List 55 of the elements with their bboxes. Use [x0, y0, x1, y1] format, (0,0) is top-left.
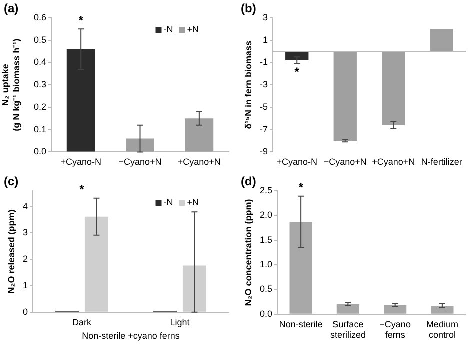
- y-tick-label: 0.5: [34, 34, 47, 45]
- y-tick-label: 2: [22, 254, 28, 264]
- y-tick-label: -5: [260, 102, 268, 112]
- x-tick-label: −Cyano ferns: [380, 319, 411, 340]
- chart-title: (c): [4, 174, 19, 188]
- legend-label: +N: [187, 197, 200, 208]
- x-tick-label: +Cyano-N: [276, 157, 318, 168]
- y-tick-label: 0.1: [34, 124, 47, 134]
- x-tick-label: −Cyano+N: [118, 157, 162, 168]
- y-axis-title: N₂O concentration (ppm): [243, 199, 254, 306]
- chart-title: (d): [241, 174, 256, 188]
- y-tick-label: 2.5: [260, 185, 273, 196]
- x-tick-label: Dark: [72, 317, 92, 328]
- annotation: *: [80, 182, 85, 197]
- y-tick-label: 2.0: [260, 210, 273, 220]
- x-tick-label: +Cyano+N: [372, 157, 416, 168]
- y-tick-label: 0.6: [34, 12, 47, 22]
- x-tick-label: Surface sterilized: [330, 319, 366, 340]
- y-axis-title: N₂O released (ppm): [6, 210, 16, 294]
- y-axis-title: N₂ uptake (g N kg⁻¹ biomass h⁻¹): [0, 38, 22, 132]
- y-tick-label: -7: [260, 124, 268, 134]
- y-tick-label: 3: [22, 228, 28, 238]
- y-tick-label: 1.0: [260, 260, 273, 270]
- y-tick-label: 1.5: [260, 234, 273, 245]
- legend-label: -N: [164, 197, 174, 208]
- y-tick-label: 0.3: [34, 80, 47, 90]
- annotation: *: [78, 13, 84, 28]
- x-tick-label: +Cyano+N: [178, 157, 221, 168]
- y-tick-label: 4: [22, 201, 28, 212]
- x-tick-label: N-fertilizer: [421, 157, 462, 168]
- y-tick-label: -9: [260, 146, 268, 157]
- chart-title: (a): [4, 1, 19, 16]
- y-tick-label: 0.2: [34, 102, 47, 112]
- legend-label: -N: [164, 24, 174, 34]
- x-axis-title: Non-sterile +cyano ferns: [82, 331, 180, 342]
- y-tick-label: 1: [22, 280, 28, 290]
- legend-label: +N: [187, 24, 200, 34]
- x-tick-label: Medium control: [426, 319, 458, 340]
- x-tick-label: Light: [170, 317, 190, 328]
- y-tick-label: -3: [260, 80, 268, 90]
- y-axis-title: δ¹⁵N in fern biomass: [243, 41, 254, 130]
- chart-title: (b): [241, 1, 256, 16]
- y-tick-label: -1: [260, 57, 268, 68]
- annotation: *: [298, 180, 304, 195]
- y-tick-label: 0.0: [34, 146, 47, 157]
- y-tick-label: 1: [262, 34, 268, 45]
- x-tick-label: −Cyano+N: [324, 157, 367, 168]
- annotation: *: [294, 65, 300, 80]
- y-tick-label: 3: [262, 12, 268, 22]
- y-tick-label: 0.5: [260, 284, 273, 294]
- x-tick-label: +Cyano-N: [60, 157, 102, 168]
- y-tick-label: 0.0: [260, 308, 273, 319]
- y-tick-label: 0.4: [34, 57, 47, 68]
- y-tick-label: 0: [22, 306, 28, 317]
- x-tick-label: Non-sterile: [279, 319, 323, 330]
